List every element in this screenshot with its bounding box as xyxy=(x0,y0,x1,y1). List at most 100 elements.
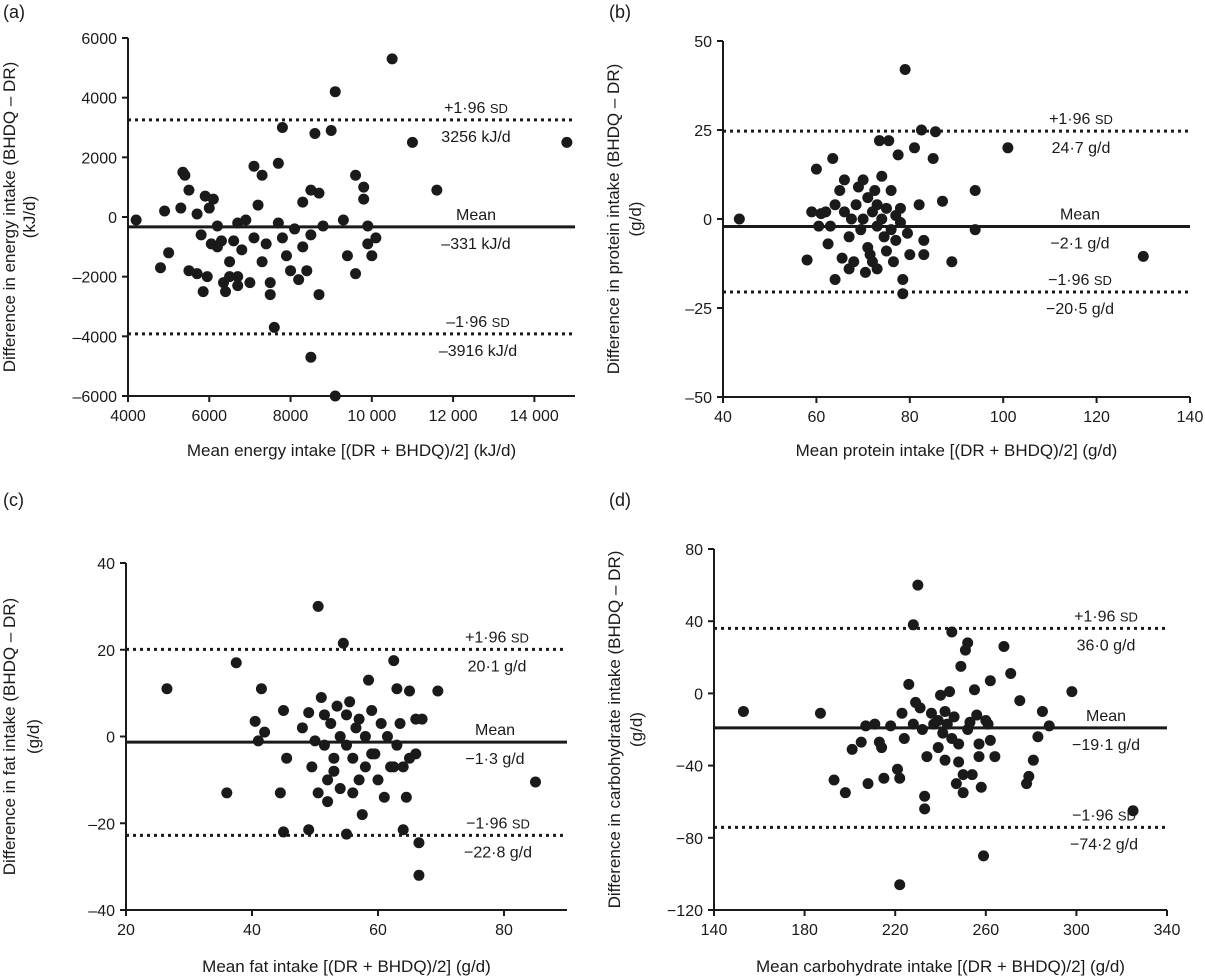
data-point xyxy=(955,660,967,672)
sd-multiplier: +1·96 xyxy=(1074,608,1120,625)
data-point xyxy=(975,781,987,793)
data-point xyxy=(984,675,996,687)
data-point xyxy=(353,774,365,786)
data-point xyxy=(363,674,375,686)
data-point xyxy=(838,174,850,186)
data-point xyxy=(264,289,276,301)
data-point xyxy=(232,271,244,283)
data-point xyxy=(953,738,965,750)
x-tick-label: 60 xyxy=(369,922,387,939)
data-point xyxy=(220,286,232,298)
data-point xyxy=(836,252,848,264)
sd-multiplier: –1·96 xyxy=(446,314,491,331)
lower-limit-value: –3916 kJ/d xyxy=(439,343,517,360)
data-point xyxy=(953,756,965,768)
lower-limit-value: −74·2 g/d xyxy=(1070,836,1138,853)
x-axis-title: Mean carbohydrate intake [(DR + BHDQ)/2]… xyxy=(756,957,1125,976)
data-point xyxy=(915,124,927,136)
data-point xyxy=(221,787,233,799)
data-point xyxy=(829,199,841,211)
data-point xyxy=(822,238,834,250)
data-point xyxy=(919,790,931,802)
data-point xyxy=(813,220,825,232)
data-point xyxy=(857,174,869,186)
y-tick-label: 4000 xyxy=(81,91,117,108)
data-point xyxy=(1014,695,1026,707)
data-point xyxy=(255,683,267,695)
y-axis-title-line: (kJ/d) xyxy=(20,196,39,239)
sd-unit: SD xyxy=(1095,112,1113,127)
y-axis-title-line: Difference in carbohydrate intake (BHDQ … xyxy=(605,551,624,909)
data-point xyxy=(989,751,1001,763)
data-point xyxy=(248,160,260,172)
sd-multiplier: +1·96 xyxy=(465,629,511,646)
data-point xyxy=(968,684,980,696)
data-point xyxy=(303,824,315,836)
y-axis-title-line: Difference in fat intake (BHDQ – DR) xyxy=(0,598,19,875)
data-point xyxy=(130,214,142,226)
data-point xyxy=(838,206,850,218)
data-point xyxy=(256,256,268,268)
data-point xyxy=(328,765,340,777)
data-point xyxy=(969,185,981,197)
data-point xyxy=(159,205,171,217)
x-tick-label: 12 000 xyxy=(429,408,478,425)
data-point xyxy=(1066,686,1078,698)
data-point xyxy=(155,262,167,274)
data-point xyxy=(313,187,325,199)
data-point xyxy=(341,739,352,751)
sd-multiplier: −1·96 xyxy=(1072,807,1118,824)
data-point xyxy=(891,763,903,775)
y-tick-label: –20 xyxy=(88,816,115,833)
data-point xyxy=(899,63,911,75)
x-tick-label: 80 xyxy=(901,409,919,426)
sd-unit: SD xyxy=(492,315,510,330)
data-point xyxy=(358,193,370,205)
data-point xyxy=(404,685,415,697)
data-point xyxy=(431,184,443,196)
data-point xyxy=(828,774,840,786)
data-point xyxy=(228,235,240,247)
lower-limit-value: −20·5 g/d xyxy=(1046,301,1114,318)
data-point xyxy=(197,286,209,298)
data-point xyxy=(289,223,301,235)
data-point xyxy=(378,791,390,803)
data-point xyxy=(230,657,242,669)
data-point xyxy=(908,142,920,154)
data-point xyxy=(301,265,313,277)
upper-limit-value: 3256 kJ/d xyxy=(441,129,510,146)
data-point xyxy=(305,229,317,241)
y-tick-label: 80 xyxy=(685,542,703,559)
data-point xyxy=(973,738,985,750)
data-point xyxy=(946,256,958,268)
upper-limit-value: 36·0 g/d xyxy=(1077,637,1136,654)
x-tick-label: 140 xyxy=(701,922,728,939)
data-point xyxy=(820,206,832,218)
data-point xyxy=(391,739,403,751)
data-point xyxy=(366,704,378,716)
data-point xyxy=(824,220,836,232)
data-point xyxy=(839,787,851,799)
data-point xyxy=(293,274,305,286)
data-point xyxy=(278,704,289,716)
data-point xyxy=(224,271,236,283)
data-point xyxy=(322,774,334,786)
y-axis-title-line: Difference in energy intake (BHDQ – DR) xyxy=(0,62,19,373)
data-point xyxy=(927,152,939,164)
data-point xyxy=(914,702,926,714)
data-point xyxy=(274,787,286,799)
data-point xyxy=(297,196,309,208)
data-point xyxy=(850,199,862,211)
panel-b: (b) 40 60 80 100 120 140 –50 –25 0 25 50 Mean protei… xyxy=(604,2,1203,460)
x-tick-label: 8000 xyxy=(273,408,309,425)
data-point xyxy=(334,731,346,742)
y-tick-label: –50 xyxy=(685,390,712,407)
upper-limit-label: +1·96 SD xyxy=(465,629,529,646)
data-point xyxy=(973,751,985,763)
data-point xyxy=(406,136,418,148)
y-tick-label: –40 xyxy=(88,903,115,920)
data-point xyxy=(733,213,745,225)
data-point xyxy=(322,796,334,808)
data-point xyxy=(957,769,969,781)
panel-label: (c) xyxy=(3,490,24,510)
